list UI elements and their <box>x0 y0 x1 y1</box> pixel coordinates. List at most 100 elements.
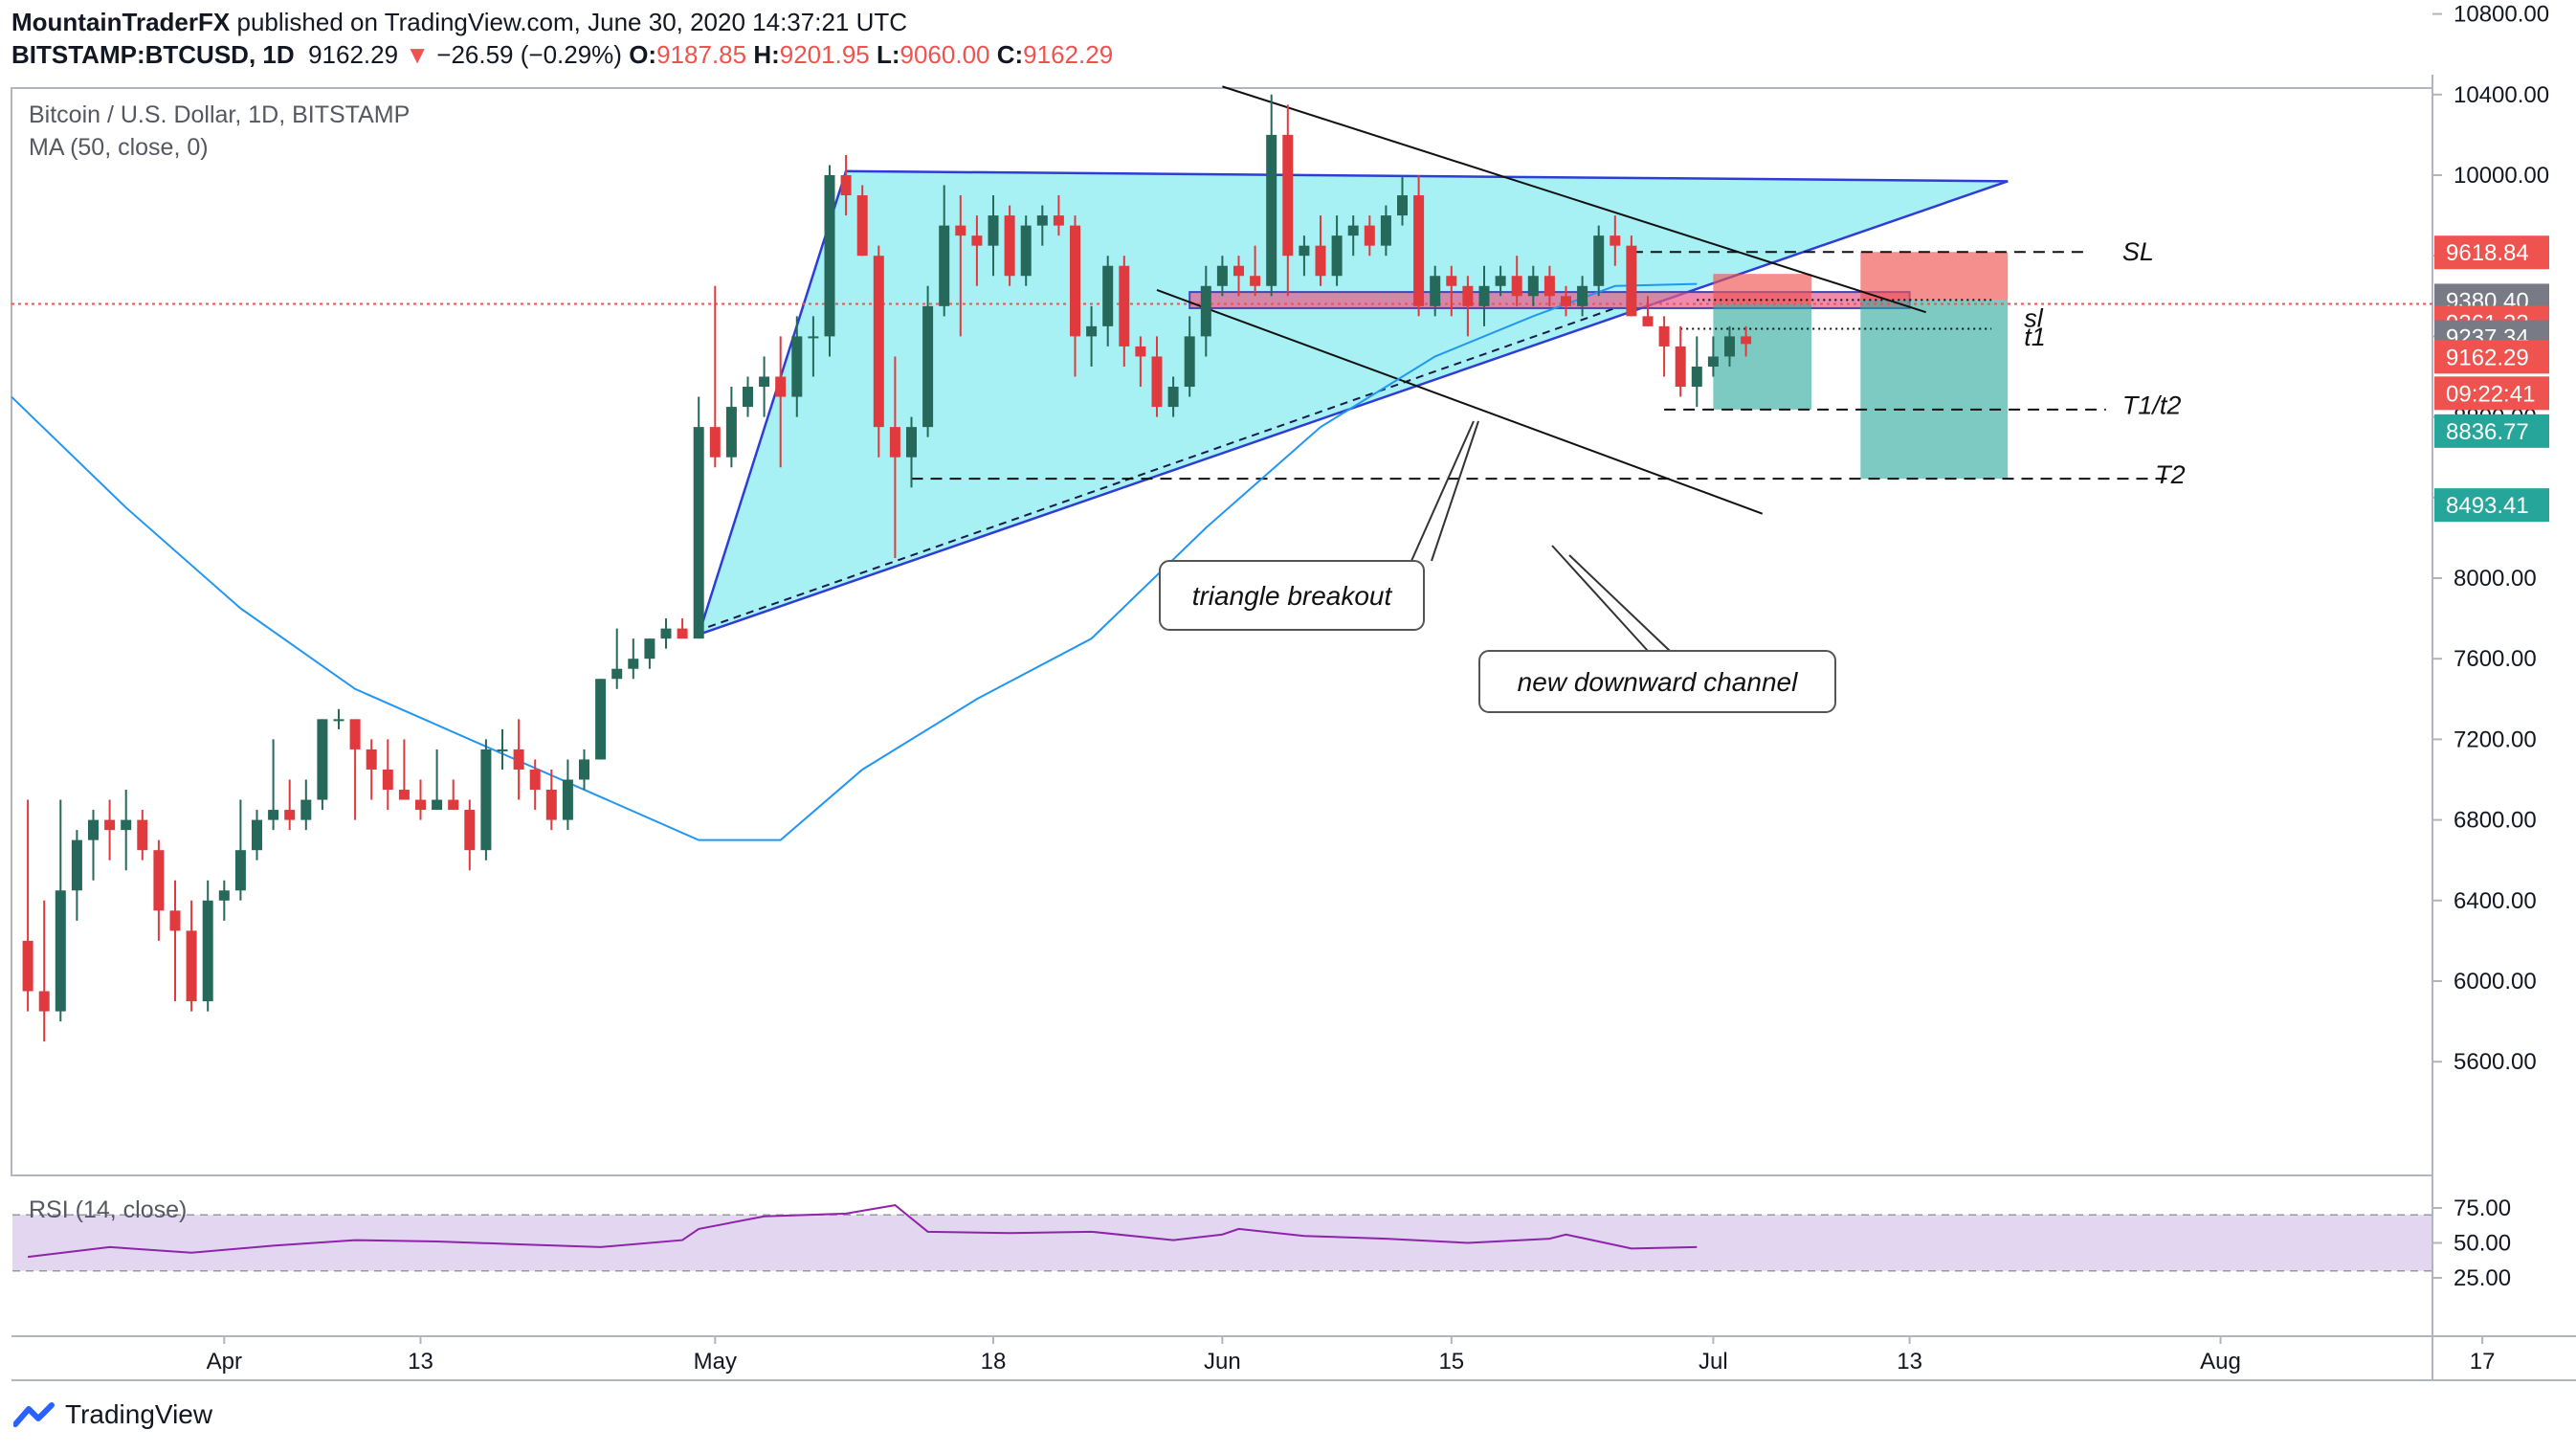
candle-body[interactable] <box>1086 325 1098 337</box>
candle-body[interactable] <box>791 336 803 397</box>
candle-body[interactable] <box>1642 316 1654 326</box>
candle-body[interactable] <box>1397 195 1408 216</box>
candle-body[interactable] <box>1299 245 1310 257</box>
candle-body[interactable] <box>808 336 819 339</box>
candle-body[interactable] <box>366 749 377 770</box>
candle-body[interactable] <box>104 819 116 831</box>
candle-body[interactable] <box>38 991 50 1012</box>
candle-body[interactable] <box>497 749 508 751</box>
candle-body[interactable] <box>415 799 426 811</box>
candle-body[interactable] <box>22 940 33 992</box>
candle-body[interactable] <box>873 256 884 428</box>
candle-body[interactable] <box>234 850 246 891</box>
large-target-zone[interactable] <box>1860 300 2009 480</box>
candle-body[interactable] <box>1315 245 1326 277</box>
candle-body[interactable] <box>759 376 770 388</box>
candle-body[interactable] <box>725 407 737 458</box>
candle-body[interactable] <box>464 810 476 851</box>
candle-body[interactable] <box>889 427 900 458</box>
candle-body[interactable] <box>1053 215 1064 226</box>
candle-body[interactable] <box>1691 366 1702 388</box>
candle-body[interactable] <box>628 659 639 669</box>
candle-body[interactable] <box>1675 346 1686 388</box>
candle-body[interactable] <box>202 900 213 1002</box>
candle-body[interactable] <box>1119 265 1130 346</box>
candle-body[interactable] <box>743 387 753 408</box>
candle-body[interactable] <box>432 799 443 811</box>
candle-body[interactable] <box>1741 336 1752 345</box>
candle-body[interactable] <box>1707 356 1719 367</box>
candle-body[interactable] <box>333 719 344 722</box>
candle-body[interactable] <box>300 799 312 820</box>
candle-body[interactable] <box>1511 276 1522 297</box>
candle-body[interactable] <box>988 215 999 246</box>
candle-body[interactable] <box>513 749 524 770</box>
candle-body[interactable] <box>660 628 672 639</box>
candle-body[interactable] <box>906 427 917 458</box>
candle-body[interactable] <box>595 679 607 760</box>
candle-body[interactable] <box>1543 276 1555 297</box>
candle-body[interactable] <box>169 910 181 931</box>
candle-body[interactable] <box>1462 285 1474 306</box>
callout-downward-channel-box[interactable] <box>1478 650 1836 713</box>
candle-body[interactable] <box>971 235 983 246</box>
candle-body[interactable] <box>1282 134 1294 257</box>
candle-body[interactable] <box>775 376 787 397</box>
candle-body[interactable] <box>1200 285 1211 337</box>
candle-body[interactable] <box>1593 235 1605 286</box>
candle-body[interactable] <box>1430 276 1441 306</box>
candle-body[interactable] <box>1626 245 1637 317</box>
candle-body[interactable] <box>55 890 66 1012</box>
candle-body[interactable] <box>1495 276 1506 286</box>
candle-body[interactable] <box>349 719 361 749</box>
candle-body[interactable] <box>1184 336 1195 388</box>
candle-body[interactable] <box>922 305 934 428</box>
candle-body[interactable] <box>1004 215 1015 277</box>
candle-body[interactable] <box>480 749 492 851</box>
small-target-zone[interactable] <box>1713 303 1811 410</box>
candle-body[interactable] <box>677 628 688 639</box>
candle-body[interactable] <box>1020 225 1032 277</box>
candle-body[interactable] <box>1724 336 1735 357</box>
candle-body[interactable] <box>1167 387 1179 408</box>
candle-body[interactable] <box>529 769 541 791</box>
candle-body[interactable] <box>545 790 557 820</box>
candle-body[interactable] <box>1266 134 1277 286</box>
candle-body[interactable] <box>1478 285 1490 306</box>
candle-body[interactable] <box>284 810 296 820</box>
candle-body[interactable] <box>955 225 966 236</box>
candle-body[interactable] <box>644 638 655 659</box>
candle-body[interactable] <box>121 819 132 831</box>
candle-body[interactable] <box>1364 225 1375 246</box>
candle-body[interactable] <box>1331 235 1343 277</box>
candle-body[interactable] <box>1216 265 1228 286</box>
small-stop-zone[interactable] <box>1713 274 1811 304</box>
candle-body[interactable] <box>186 930 197 1002</box>
candle-body[interactable] <box>1070 225 1080 337</box>
candle-body[interactable] <box>611 668 623 680</box>
candle-body[interactable] <box>840 175 852 196</box>
candle-body[interactable] <box>1561 296 1571 306</box>
large-stop-zone[interactable] <box>1860 252 2009 301</box>
candle-body[interactable] <box>1527 276 1539 297</box>
callout-triangle-breakout-box[interactable] <box>1159 560 1425 631</box>
author-name[interactable]: MountainTraderFX <box>11 8 231 36</box>
candle-body[interactable] <box>137 819 148 851</box>
candle-body[interactable] <box>579 759 589 780</box>
candle-body[interactable] <box>268 810 279 820</box>
candle-body[interactable] <box>1347 225 1359 236</box>
candle-body[interactable] <box>1151 356 1163 408</box>
candle-body[interactable] <box>1577 285 1588 306</box>
candle-body[interactable] <box>317 719 328 800</box>
candle-body[interactable] <box>218 890 230 901</box>
candle-body[interactable] <box>693 427 704 639</box>
candle-body[interactable] <box>1233 265 1244 277</box>
candle-body[interactable] <box>1658 325 1670 346</box>
candle-body[interactable] <box>88 819 99 840</box>
candle-body[interactable] <box>1413 195 1425 306</box>
candle-body[interactable] <box>448 799 459 811</box>
candle-body[interactable] <box>824 175 835 337</box>
candle-body[interactable] <box>382 769 393 791</box>
candle-body[interactable] <box>562 779 573 820</box>
